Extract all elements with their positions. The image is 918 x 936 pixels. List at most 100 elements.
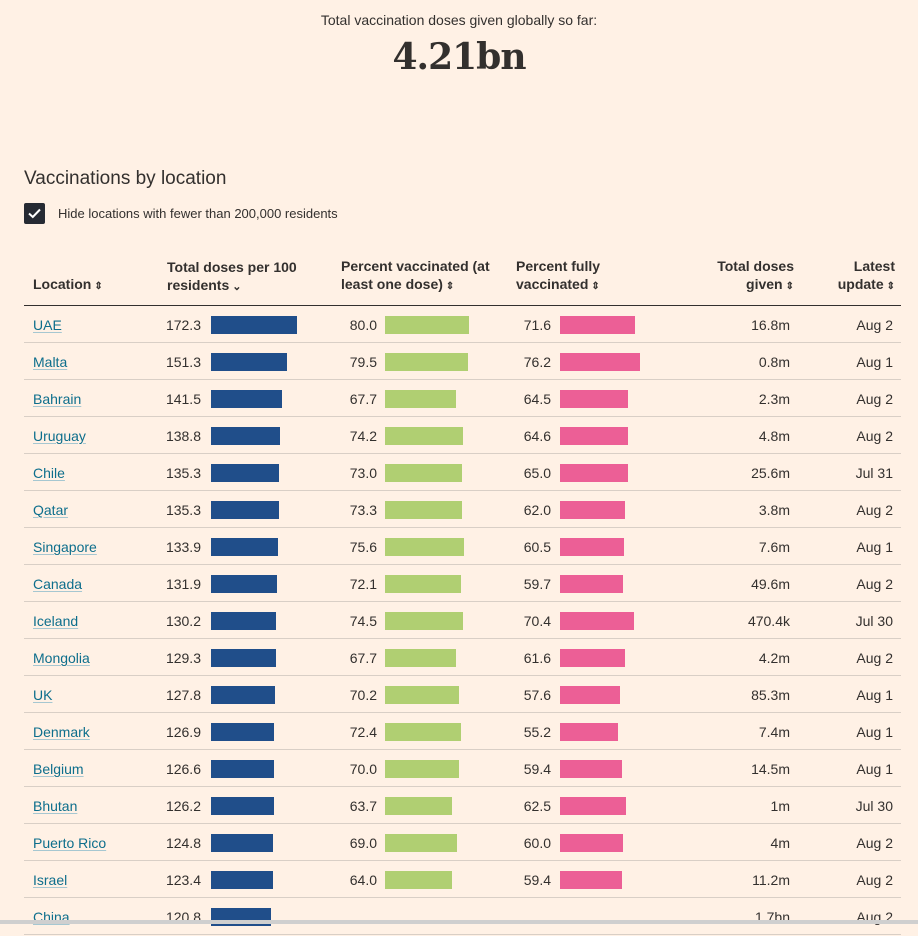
table-row: Malta 151.3 79.5 76.2 0.8m Aug 1 xyxy=(24,343,901,380)
doses-per-100-bar xyxy=(211,612,277,630)
doses-per-100-value: 133.9 xyxy=(165,539,201,555)
pct-one-dose-bar xyxy=(385,760,459,778)
doses-per-100-bar xyxy=(211,649,276,667)
location-link[interactable]: UK xyxy=(33,687,53,703)
pct-fully-value: 76.2 xyxy=(523,354,551,370)
location-link[interactable]: Denmark xyxy=(33,724,90,740)
table-row: Bahrain 141.5 67.7 64.5 2.3m Aug 2 xyxy=(24,380,901,417)
pct-one-dose-value: 72.4 xyxy=(349,724,377,740)
pct-fully-value: 60.0 xyxy=(523,835,551,851)
pct-one-dose-value: 70.2 xyxy=(349,687,377,703)
location-link[interactable]: Chile xyxy=(33,465,65,481)
pct-fully-bar xyxy=(560,612,634,630)
doses-per-100-bar xyxy=(211,760,275,778)
column-header-pct-one-line2: least one dose) xyxy=(341,276,443,292)
total-doses-value: 1m xyxy=(770,798,790,814)
pct-one-dose-bar xyxy=(385,834,458,852)
pct-one-dose-bar xyxy=(385,797,452,815)
latest-update-value: Jul 30 xyxy=(855,613,893,629)
column-header-total-doses[interactable]: Total doses given ⇕ xyxy=(717,257,794,296)
location-link[interactable]: Mongolia xyxy=(33,650,90,666)
section-title: Vaccinations by location xyxy=(24,168,227,189)
doses-per-100-value: 141.5 xyxy=(165,391,201,407)
pct-one-dose-value: 74.2 xyxy=(349,428,377,444)
pct-fully-bar xyxy=(560,686,621,704)
column-header-doses-line1: Total doses per 100 xyxy=(167,259,297,275)
doses-per-100-value: 138.8 xyxy=(165,428,201,444)
pct-fully-value: 60.5 xyxy=(523,539,551,555)
pct-fully-bar xyxy=(560,834,623,852)
location-link[interactable]: UAE xyxy=(33,317,62,333)
table-row: UAE 172.3 80.0 71.6 16.8m Aug 2 xyxy=(24,306,901,343)
pct-fully-value: 64.6 xyxy=(523,428,551,444)
latest-update-value: Aug 1 xyxy=(856,539,893,555)
total-doses-value: 4.2m xyxy=(758,650,790,666)
global-total-label: Total vaccination doses given globally s… xyxy=(320,12,598,28)
pct-fully-bar xyxy=(560,871,623,889)
location-link[interactable]: Belgium xyxy=(33,761,84,777)
pct-one-dose-value: 73.0 xyxy=(349,465,377,481)
pct-fully-bar xyxy=(560,649,625,667)
location-link[interactable]: Singapore xyxy=(33,539,97,555)
table-row: Iceland 130.2 74.5 70.4 470.4k Jul 30 xyxy=(24,602,901,639)
location-link[interactable]: China xyxy=(33,909,70,925)
total-doses-value: 16.8m xyxy=(751,317,790,333)
table-row: Canada 131.9 72.1 59.7 49.6m Aug 2 xyxy=(24,565,901,602)
column-header-pct-one-dose[interactable]: Percent vaccinated (at least one dose) ⇕ xyxy=(341,257,490,296)
doses-per-100-value: 126.6 xyxy=(165,761,201,777)
latest-update-value: Aug 2 xyxy=(856,650,893,666)
hide-small-locations-checkbox[interactable] xyxy=(24,203,45,224)
location-link[interactable]: Uruguay xyxy=(33,428,86,444)
latest-update-value: Aug 2 xyxy=(856,502,893,518)
total-doses-value: 7.4m xyxy=(758,724,790,740)
location-link[interactable]: Canada xyxy=(33,576,83,592)
pct-fully-value: 55.2 xyxy=(523,724,551,740)
pct-one-dose-bar xyxy=(385,575,461,593)
table-row: UK 127.8 70.2 57.6 85.3m Aug 1 xyxy=(24,676,901,713)
pct-fully-bar xyxy=(560,464,629,482)
latest-update-value: Aug 1 xyxy=(856,354,893,370)
doses-per-100-value: 131.9 xyxy=(165,576,201,592)
column-header-latest-update[interactable]: Latest update ⇕ xyxy=(838,257,895,296)
location-link[interactable]: Bahrain xyxy=(33,391,82,407)
hide-small-locations-filter[interactable]: Hide locations with fewer than 200,000 r… xyxy=(24,203,338,224)
pct-fully-value: 65.0 xyxy=(523,465,551,481)
latest-update-value: Aug 1 xyxy=(856,761,893,777)
table-row: Uruguay 138.8 74.2 64.6 4.8m Aug 2 xyxy=(24,417,901,454)
location-link[interactable]: Malta xyxy=(33,354,68,370)
doses-per-100-bar xyxy=(211,501,279,519)
latest-update-value: Aug 2 xyxy=(856,317,893,333)
checkmark-icon xyxy=(28,208,41,219)
location-link[interactable]: Iceland xyxy=(33,613,79,629)
location-link[interactable]: Bhutan xyxy=(33,798,78,814)
pct-fully-value: 61.6 xyxy=(523,650,551,666)
total-doses-value: 11.2m xyxy=(752,872,790,888)
location-link[interactable]: Israel xyxy=(33,872,68,888)
column-header-location[interactable]: Location ⇕ xyxy=(33,275,103,296)
doses-per-100-bar xyxy=(211,390,282,408)
total-doses-value: 7.6m xyxy=(758,539,790,555)
pct-one-dose-value: 74.5 xyxy=(349,613,377,629)
doses-per-100-bar xyxy=(211,353,287,371)
column-header-doses-per-100[interactable]: Total doses per 100 residents ⌄ xyxy=(167,258,297,296)
sort-icon: ⇕ xyxy=(445,281,455,292)
location-link[interactable]: Qatar xyxy=(33,502,69,518)
doses-per-100-bar xyxy=(211,871,273,889)
doses-per-100-value: 172.3 xyxy=(165,317,201,333)
pct-fully-bar xyxy=(560,760,623,778)
column-header-update-line2: update xyxy=(837,276,884,292)
pct-one-dose-bar xyxy=(385,649,457,667)
doses-per-100-bar xyxy=(211,834,274,852)
pct-fully-value: 59.4 xyxy=(523,872,551,888)
doses-per-100-bar xyxy=(211,538,278,556)
chevron-down-icon: ⌄ xyxy=(232,281,242,293)
column-header-pct-fully[interactable]: Percent fully vaccinated ⇕ xyxy=(516,257,600,296)
horizontal-scrollbar[interactable] xyxy=(0,920,918,924)
pct-one-dose-value: 70.0 xyxy=(349,761,377,777)
latest-update-value: Aug 1 xyxy=(856,687,893,703)
doses-per-100-bar xyxy=(211,464,279,482)
location-link[interactable]: Puerto Rico xyxy=(33,835,107,851)
table-row: Israel 123.4 64.0 59.4 11.2m Aug 2 xyxy=(24,861,901,898)
latest-update-value: Aug 1 xyxy=(856,724,893,740)
pct-one-dose-bar xyxy=(385,871,453,889)
